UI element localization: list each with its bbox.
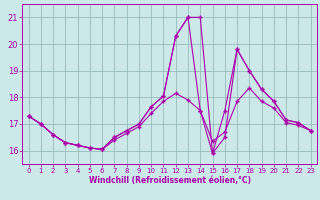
X-axis label: Windchill (Refroidissement éolien,°C): Windchill (Refroidissement éolien,°C) [89,176,251,185]
